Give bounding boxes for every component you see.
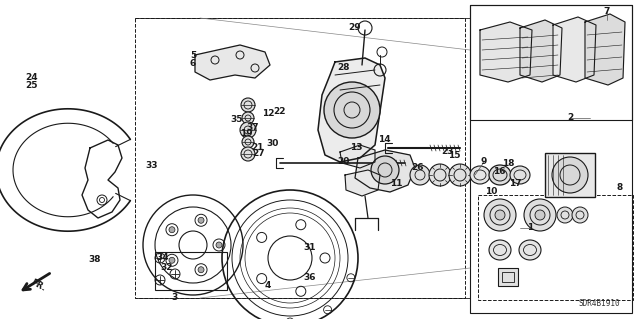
Text: 11: 11 [390,179,403,188]
Bar [502,272,514,282]
Circle shape [241,147,255,161]
Text: 33: 33 [146,161,158,170]
Circle shape [449,164,471,186]
Text: 1: 1 [527,224,533,233]
Text: 7: 7 [604,8,610,17]
Text: 18: 18 [502,159,515,167]
Text: 32: 32 [161,263,173,271]
Text: 17: 17 [509,179,522,188]
Text: 15: 15 [448,151,460,160]
Polygon shape [195,45,270,80]
Polygon shape [480,22,532,82]
Text: 12: 12 [262,109,275,118]
Bar [135,18,465,298]
Bar [155,252,227,290]
Text: 38: 38 [89,256,101,264]
Circle shape [216,242,222,248]
Polygon shape [585,14,625,85]
Bar [498,268,518,286]
Text: 4: 4 [265,281,271,291]
Circle shape [242,136,254,148]
Text: 21: 21 [251,143,263,152]
Text: 31: 31 [304,242,316,251]
Circle shape [484,199,516,231]
Circle shape [410,165,430,185]
Text: 3: 3 [172,293,178,302]
Polygon shape [520,20,562,82]
Bar [470,5,632,313]
Ellipse shape [470,166,490,184]
Text: 28: 28 [337,63,349,72]
Text: 29: 29 [349,24,362,33]
Text: 26: 26 [412,164,424,173]
Circle shape [429,164,451,186]
Circle shape [524,199,556,231]
Polygon shape [340,145,375,168]
Circle shape [535,210,545,220]
Circle shape [198,217,204,223]
Circle shape [169,227,175,233]
Circle shape [198,267,204,273]
Text: 10: 10 [485,188,497,197]
Text: SDR4B1910: SDR4B1910 [579,299,620,308]
Text: 13: 13 [349,144,362,152]
Circle shape [495,210,505,220]
Text: 9: 9 [481,158,487,167]
Text: 8: 8 [617,182,623,191]
Text: 23: 23 [441,147,453,157]
Text: 36: 36 [304,273,316,283]
Circle shape [241,98,255,112]
Text: 19: 19 [240,130,252,138]
Polygon shape [355,150,415,192]
Text: 16: 16 [493,167,505,176]
Ellipse shape [489,240,511,260]
Circle shape [371,156,399,184]
Circle shape [240,122,256,138]
Text: 30: 30 [267,138,279,147]
Circle shape [324,82,380,138]
Text: FR.: FR. [29,278,47,293]
Text: 20: 20 [337,158,349,167]
Text: 22: 22 [273,108,285,116]
Text: 14: 14 [378,136,390,145]
Polygon shape [553,17,596,82]
Ellipse shape [489,165,511,185]
Text: 35: 35 [231,115,243,124]
Text: 37: 37 [246,123,259,132]
Text: 2: 2 [567,114,573,122]
Text: 27: 27 [253,150,266,159]
Polygon shape [318,58,385,162]
Polygon shape [345,170,380,196]
Text: 5: 5 [190,50,196,60]
Text: 6: 6 [190,58,196,68]
Text: 25: 25 [26,80,38,90]
Circle shape [572,207,588,223]
Circle shape [169,257,175,263]
Bar [478,195,633,300]
Text: 34: 34 [157,254,170,263]
Circle shape [557,207,573,223]
Text: 24: 24 [26,72,38,81]
Bar [545,153,595,197]
Circle shape [552,157,588,193]
Ellipse shape [510,166,530,184]
Ellipse shape [519,240,541,260]
Circle shape [242,112,254,124]
